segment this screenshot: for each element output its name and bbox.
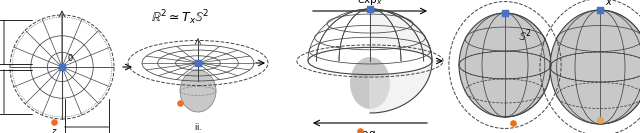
Point xyxy=(595,9,605,11)
Ellipse shape xyxy=(180,70,216,112)
Ellipse shape xyxy=(459,13,551,117)
Text: $0$: $0$ xyxy=(67,52,74,63)
Text: $\mathrm{exp}_x$: $\mathrm{exp}_x$ xyxy=(357,0,383,7)
Point xyxy=(57,66,67,68)
Text: $\rm ii.$: $\rm ii.$ xyxy=(194,121,202,132)
Point xyxy=(193,62,203,64)
Point xyxy=(49,120,60,123)
Point xyxy=(355,130,365,132)
Text: $-x$: $-x$ xyxy=(592,132,608,133)
Text: $\mathbb{S}^2$: $\mathbb{S}^2$ xyxy=(518,27,532,44)
Polygon shape xyxy=(370,9,432,113)
Ellipse shape xyxy=(550,10,640,124)
Text: $z$: $z$ xyxy=(51,127,58,133)
Ellipse shape xyxy=(350,57,390,109)
Point xyxy=(175,102,185,104)
Text: $x$: $x$ xyxy=(605,0,613,7)
Point xyxy=(365,8,375,10)
Text: $\pi$: $\pi$ xyxy=(84,131,92,133)
Point xyxy=(500,12,510,14)
Point xyxy=(595,119,605,121)
Text: $\log_x$: $\log_x$ xyxy=(359,127,381,133)
Point xyxy=(508,122,518,124)
Text: $\mathbb{R}^2 \simeq T_x\mathbb{S}^2$: $\mathbb{R}^2 \simeq T_x\mathbb{S}^2$ xyxy=(151,8,209,27)
